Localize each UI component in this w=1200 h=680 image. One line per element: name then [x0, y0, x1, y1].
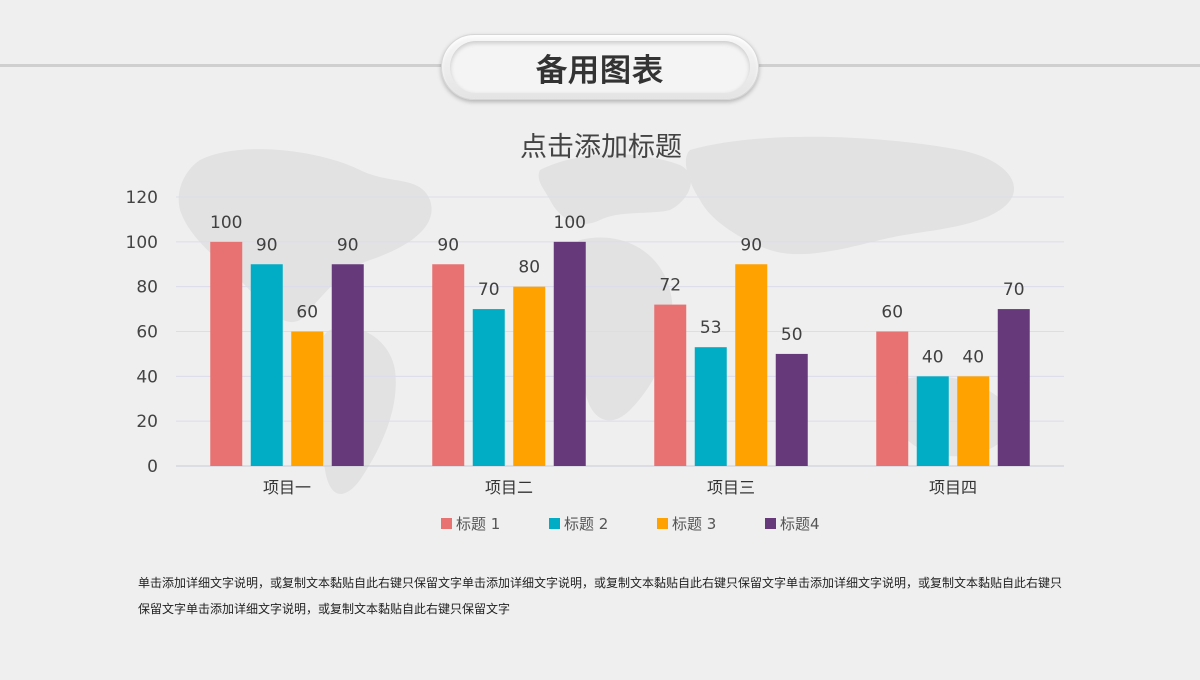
- data-label: 53: [700, 318, 722, 338]
- bar-chart: 0 20 40 60 80 100 120 100 90 60 90 90 70 80 100 72 53 90…: [126, 132, 1064, 533]
- bars: [210, 241, 1030, 466]
- category-label: 项目二: [485, 478, 533, 497]
- y-axis-ticks: 0 20 40 60 80 100 120: [126, 188, 158, 477]
- y-tick-label: 20: [136, 412, 158, 432]
- legend-label: 标题 1: [456, 515, 500, 533]
- title-pill: 备用图表: [441, 34, 759, 100]
- data-label: 100: [554, 213, 586, 233]
- y-tick-label: 0: [147, 457, 158, 477]
- bar: [331, 264, 364, 466]
- bar: [694, 347, 727, 466]
- category-label: 项目三: [707, 478, 755, 497]
- legend-label: 标题 3: [672, 515, 716, 533]
- bar: [997, 309, 1030, 466]
- y-tick-label: 80: [136, 278, 158, 298]
- category-label: 项目四: [929, 478, 977, 497]
- data-label: 90: [740, 235, 762, 255]
- data-label: 40: [922, 347, 944, 367]
- bar: [291, 331, 324, 466]
- y-tick-label: 60: [136, 323, 158, 343]
- data-label: 90: [256, 235, 278, 255]
- bar: [553, 241, 586, 466]
- legend-label: 标题4: [780, 515, 820, 533]
- bar: [432, 264, 465, 466]
- y-tick-label: 100: [126, 233, 158, 253]
- bar: [876, 331, 909, 466]
- bar: [654, 304, 687, 466]
- chart-title: 点击添加标题: [520, 132, 682, 163]
- bar: [957, 376, 990, 466]
- data-label: 50: [781, 325, 803, 345]
- y-tick-label: 120: [126, 188, 158, 208]
- legend-swatch: [441, 518, 452, 529]
- bar: [735, 264, 768, 466]
- page-title: 备用图表: [536, 52, 664, 89]
- header-line-left: [0, 64, 450, 67]
- data-label: 70: [478, 280, 500, 300]
- data-label: 40: [962, 347, 984, 367]
- legend-swatch: [657, 518, 668, 529]
- legend: 标题 1 标题 2 标题 3 标题4: [441, 515, 820, 533]
- data-label: 90: [437, 235, 459, 255]
- data-label: 80: [518, 258, 540, 278]
- category-label: 项目一: [263, 478, 311, 497]
- legend-swatch: [765, 518, 776, 529]
- header-line-right: [750, 64, 1200, 67]
- footer-description: 单击添加详细文字说明，或复制文本黏贴自此右键只保留文字单击添加详细文字说明，或复…: [138, 576, 1063, 616]
- data-label: 70: [1003, 280, 1025, 300]
- grid-lines: [176, 196, 1064, 467]
- bar: [472, 309, 505, 466]
- bar: [916, 376, 949, 466]
- data-label: 100: [210, 213, 242, 233]
- data-label: 72: [659, 276, 681, 296]
- data-label: 90: [337, 235, 359, 255]
- data-labels: 100 90 60 90 90 70 80 100 72 53 90 50 60 40 40 70: [210, 213, 1025, 368]
- data-label: 60: [881, 303, 903, 323]
- x-axis-categories: 项目一 项目二 项目三 项目四: [263, 478, 977, 497]
- legend-swatch: [549, 518, 560, 529]
- bar: [775, 353, 808, 466]
- title-pill-inner: 备用图表: [450, 41, 750, 93]
- data-label: 60: [296, 303, 318, 323]
- bar: [250, 264, 283, 466]
- legend-label: 标题 2: [564, 515, 608, 533]
- y-tick-label: 40: [136, 367, 158, 387]
- bar: [210, 241, 243, 466]
- bar: [513, 286, 546, 466]
